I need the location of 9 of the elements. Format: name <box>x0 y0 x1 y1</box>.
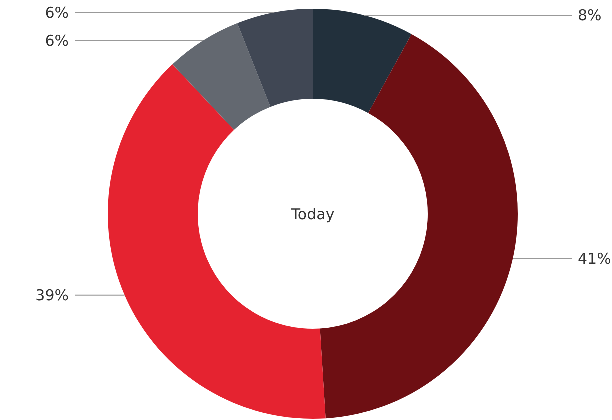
donut-slice <box>172 23 271 130</box>
data-label: 41% <box>578 250 612 268</box>
data-label: 6% <box>45 4 69 22</box>
data-label: 6% <box>45 32 69 50</box>
donut-slice <box>313 9 412 114</box>
data-label: 39% <box>36 286 69 305</box>
text: Today <box>290 205 335 224</box>
donut-slice <box>238 9 313 108</box>
data-label: 8% <box>578 6 602 25</box>
